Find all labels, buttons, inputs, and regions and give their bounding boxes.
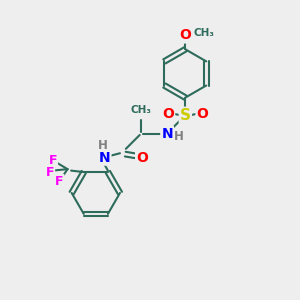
- Text: N: N: [161, 127, 173, 140]
- Text: F: F: [46, 166, 54, 178]
- Text: CH₃: CH₃: [194, 28, 214, 38]
- Text: F: F: [49, 154, 57, 167]
- Text: H: H: [174, 130, 183, 143]
- Text: O: O: [136, 151, 148, 165]
- Text: O: O: [179, 28, 191, 43]
- Text: CH₃: CH₃: [131, 105, 152, 115]
- Text: H: H: [98, 140, 108, 152]
- Text: N: N: [99, 151, 110, 165]
- Text: O: O: [162, 107, 174, 121]
- Text: S: S: [180, 108, 191, 123]
- Text: O: O: [196, 107, 208, 121]
- Text: F: F: [55, 175, 64, 188]
